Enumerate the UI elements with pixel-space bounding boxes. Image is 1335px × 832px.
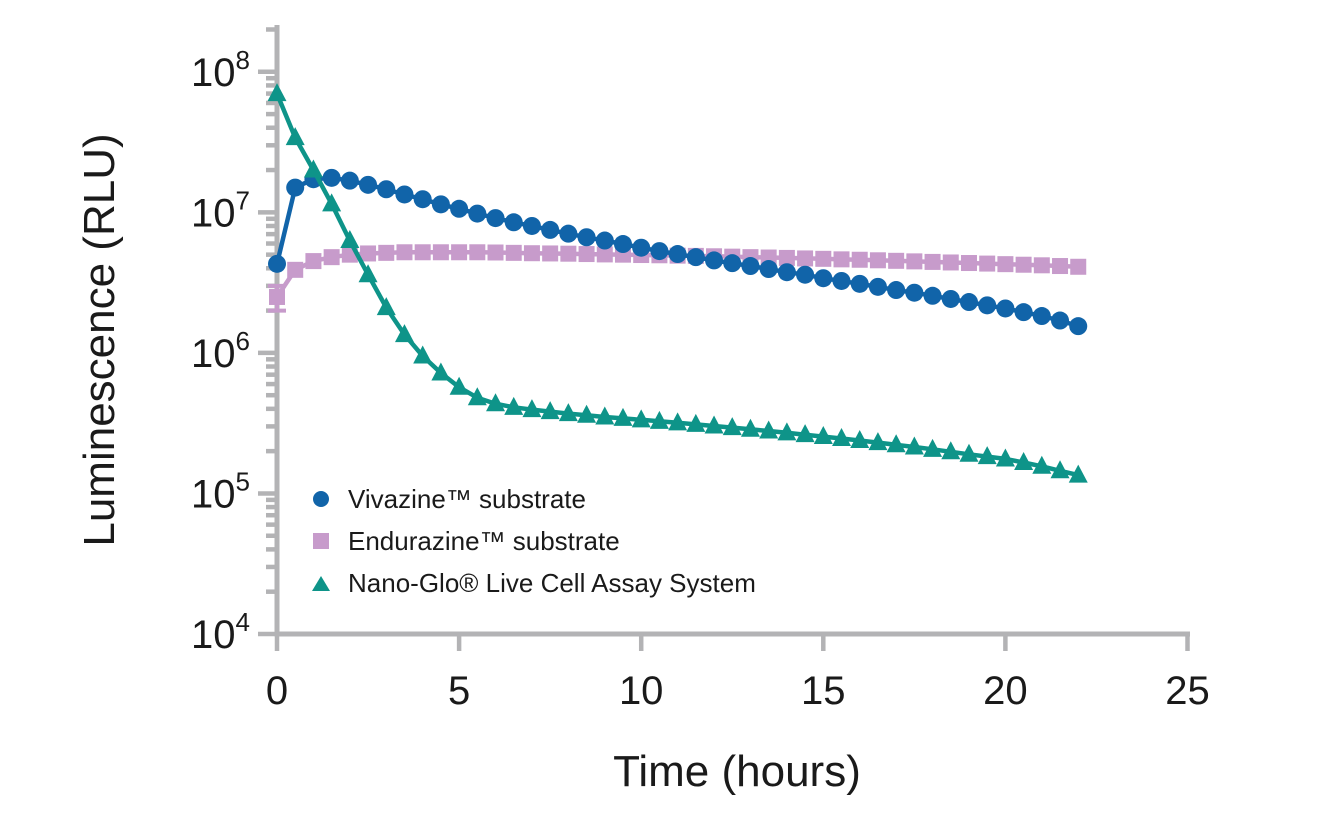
legend-item-endurazine: Endurazine™ substrate xyxy=(308,520,756,562)
legend-label: Vivazine™ substrate xyxy=(348,483,586,514)
svg-text:105: 105 xyxy=(191,466,250,516)
legend-item-nanoglo: Nano-Glo® Live Cell Assay System xyxy=(308,562,756,604)
triangle-marker-icon xyxy=(308,575,334,591)
legend: Vivazine™ substrate Endurazine™ substrat… xyxy=(308,478,756,604)
x-tick-labels: 0 5 10 15 20 25 xyxy=(266,669,1210,713)
square-marker-icon xyxy=(308,533,334,549)
series-circle xyxy=(268,168,1088,336)
svg-text:10: 10 xyxy=(619,669,664,713)
legend-label: Nano-Glo® Live Cell Assay System xyxy=(348,567,756,598)
svg-text:20: 20 xyxy=(983,669,1028,713)
legend-label: Endurazine™ substrate xyxy=(348,525,620,556)
svg-text:106: 106 xyxy=(191,326,250,376)
y-tick-labels: 104 105 106 107 108 xyxy=(191,45,250,657)
axes xyxy=(258,25,1190,651)
svg-text:104: 104 xyxy=(191,607,250,657)
svg-text:5: 5 xyxy=(448,669,470,713)
svg-text:107: 107 xyxy=(191,185,250,235)
svg-text:108: 108 xyxy=(191,45,250,95)
x-axis-title: Time (hours) xyxy=(613,747,861,796)
circle-marker-icon xyxy=(308,491,334,507)
svg-text:15: 15 xyxy=(801,669,846,713)
series-triangle xyxy=(267,83,1088,483)
svg-text:25: 25 xyxy=(1165,669,1210,713)
legend-item-vivazine: Vivazine™ substrate xyxy=(308,478,756,520)
y-axis-title: Luminescence (RLU) xyxy=(75,133,124,547)
svg-text:0: 0 xyxy=(266,669,288,713)
